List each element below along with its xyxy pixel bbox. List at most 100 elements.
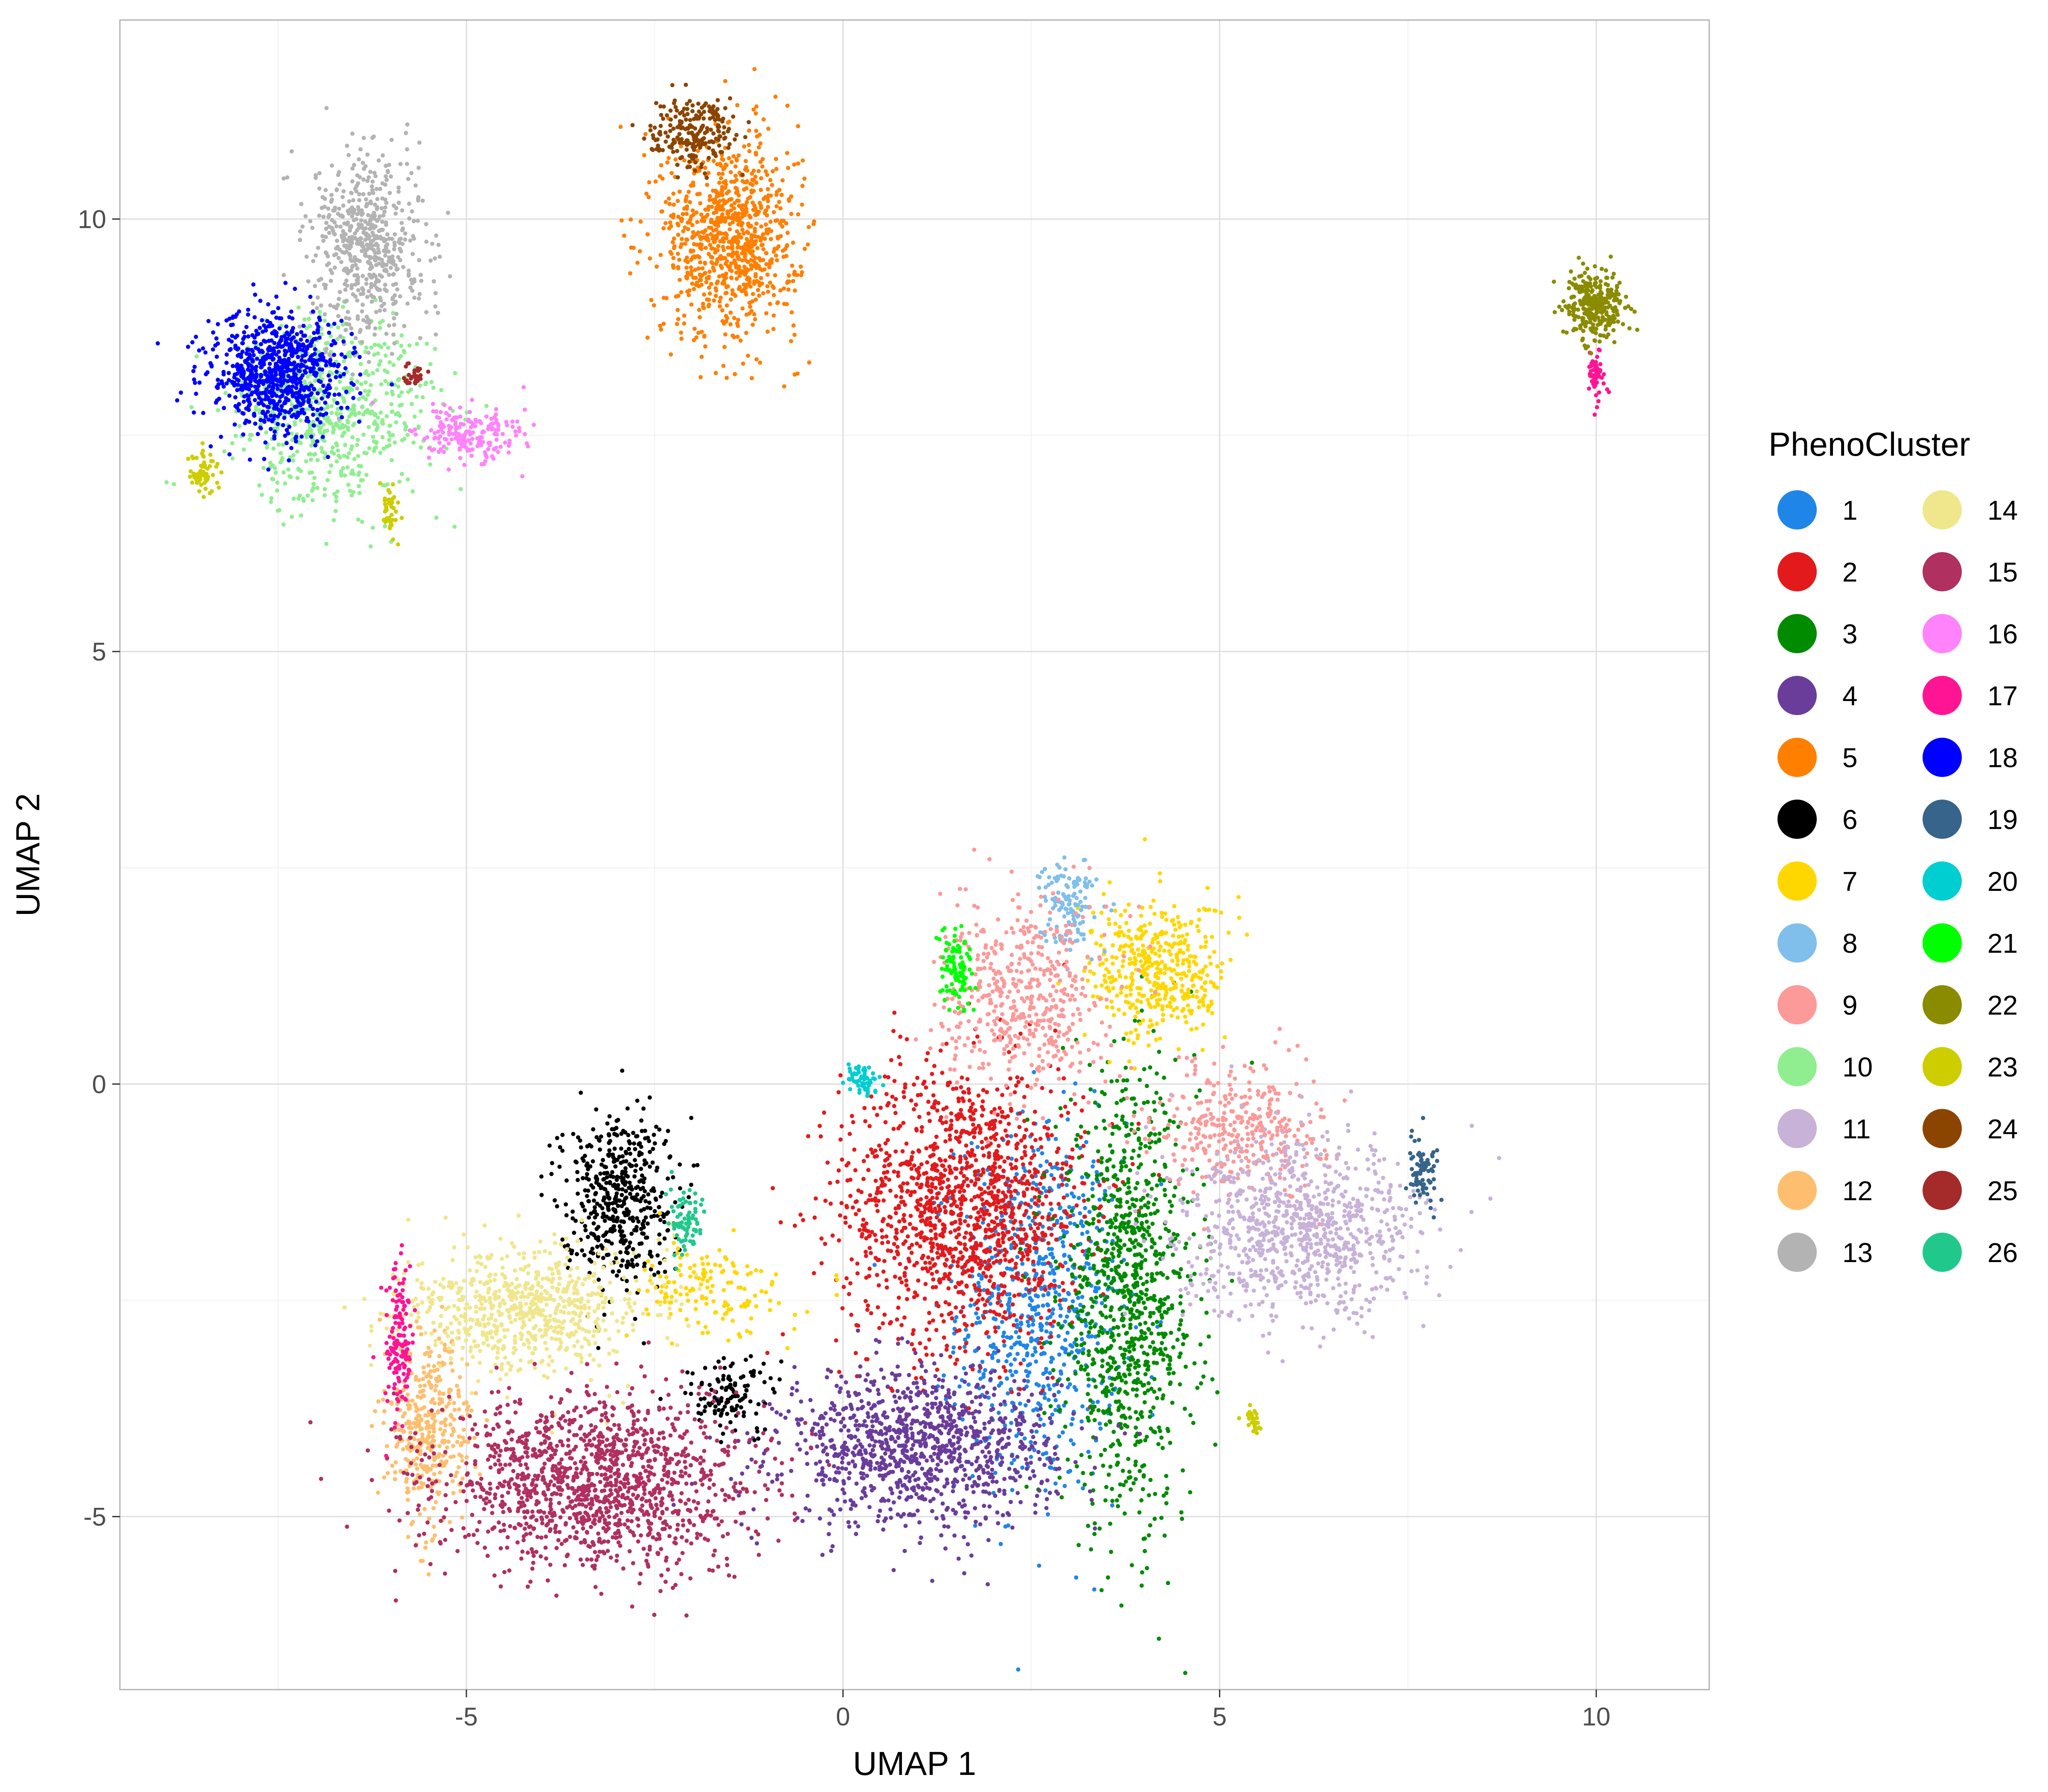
point (1122, 1160, 1126, 1164)
point (880, 1441, 884, 1446)
point (843, 1220, 848, 1225)
point (1117, 1244, 1121, 1249)
point (1110, 1259, 1115, 1263)
point (1090, 1187, 1095, 1191)
point (1003, 1310, 1007, 1315)
point (940, 1121, 945, 1125)
point (943, 1448, 947, 1452)
point (1079, 1219, 1084, 1224)
point (1073, 1102, 1077, 1106)
point (883, 1466, 887, 1471)
point (942, 1524, 947, 1529)
point (837, 1452, 842, 1457)
point (996, 1177, 1001, 1182)
point (1026, 1324, 1031, 1328)
point (915, 1460, 919, 1464)
point (1018, 1031, 1023, 1036)
point (780, 1472, 784, 1477)
point (1046, 1241, 1051, 1245)
point (690, 281, 695, 286)
point (1076, 1479, 1081, 1484)
point (924, 1222, 928, 1227)
point (1056, 1201, 1061, 1206)
point (995, 1222, 1000, 1227)
point (740, 306, 745, 311)
point (1058, 1106, 1063, 1111)
point (1086, 1524, 1091, 1528)
point (847, 1471, 852, 1475)
point (1093, 1466, 1097, 1470)
point (940, 1222, 945, 1227)
point (879, 1147, 883, 1152)
point (948, 1137, 952, 1142)
point (1080, 1404, 1085, 1409)
point (840, 1466, 844, 1471)
point (867, 1388, 872, 1393)
point (872, 1443, 876, 1448)
point (968, 1238, 972, 1242)
point (1066, 1377, 1071, 1382)
point (1118, 1204, 1123, 1209)
point (1161, 1493, 1166, 1498)
point (1138, 1243, 1143, 1248)
point (1057, 1434, 1062, 1439)
point (1008, 1352, 1012, 1356)
point (1026, 1399, 1031, 1403)
point (994, 1346, 998, 1350)
point (823, 1199, 828, 1203)
point (1110, 1331, 1114, 1336)
point (937, 1181, 942, 1186)
point (1159, 1516, 1164, 1520)
point (1073, 1354, 1077, 1359)
point (864, 1201, 868, 1205)
point (940, 1501, 945, 1506)
point (1095, 1225, 1099, 1230)
point (893, 1377, 898, 1382)
point (698, 315, 702, 320)
point (770, 1406, 774, 1411)
point (765, 272, 770, 277)
point (689, 249, 693, 254)
point (885, 1384, 890, 1389)
point (1148, 1523, 1152, 1527)
point (1137, 1469, 1142, 1473)
point (1147, 1145, 1152, 1150)
point (665, 160, 670, 165)
point (1152, 1202, 1156, 1207)
point (970, 1399, 975, 1404)
point (1030, 1338, 1034, 1342)
point (1057, 1292, 1062, 1297)
point (1179, 1510, 1184, 1515)
point (1098, 1204, 1103, 1209)
point (834, 1338, 838, 1343)
point (1171, 1253, 1175, 1257)
point (835, 1412, 840, 1417)
point (928, 1479, 932, 1484)
point (933, 1168, 938, 1172)
point (969, 1297, 974, 1302)
point (1016, 1079, 1021, 1084)
point (699, 355, 704, 359)
point (835, 1179, 840, 1184)
point (1014, 1340, 1019, 1345)
point (838, 1213, 842, 1218)
point (1040, 1238, 1044, 1242)
point (859, 1190, 864, 1194)
point (1129, 1122, 1134, 1126)
point (1103, 1193, 1108, 1198)
point (889, 1249, 893, 1254)
point (879, 1367, 884, 1372)
point (784, 221, 788, 226)
point (1139, 1498, 1144, 1503)
point (1151, 1322, 1155, 1327)
point (1068, 1164, 1073, 1169)
point (673, 157, 678, 162)
point (976, 1287, 981, 1292)
point (923, 1421, 928, 1426)
point (1059, 1306, 1063, 1311)
point (1005, 1266, 1009, 1271)
point (683, 241, 687, 246)
point (1048, 1404, 1053, 1408)
point (985, 1444, 990, 1449)
